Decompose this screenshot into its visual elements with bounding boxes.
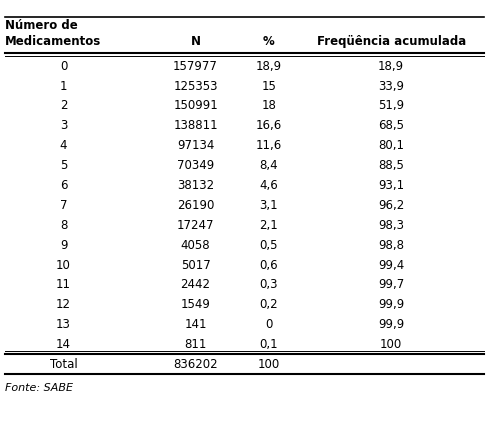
Text: 811: 811	[184, 338, 206, 351]
Text: 13: 13	[56, 318, 71, 331]
Text: 33,9: 33,9	[377, 80, 404, 93]
Text: 5: 5	[60, 159, 67, 172]
Text: 100: 100	[379, 338, 402, 351]
Text: 17247: 17247	[177, 219, 214, 232]
Text: 96,2: 96,2	[377, 199, 404, 212]
Text: 2442: 2442	[180, 278, 210, 291]
Text: 3: 3	[60, 119, 67, 132]
Text: 10: 10	[56, 258, 71, 272]
Text: Fonte: SABE: Fonte: SABE	[5, 383, 73, 393]
Text: 5017: 5017	[181, 258, 210, 272]
Text: 0: 0	[264, 318, 272, 331]
Text: 9: 9	[60, 239, 67, 252]
Text: 88,5: 88,5	[378, 159, 403, 172]
Text: 15: 15	[261, 80, 276, 93]
Text: 0: 0	[60, 60, 67, 73]
Text: 4: 4	[60, 139, 67, 152]
Text: 0,6: 0,6	[259, 258, 278, 272]
Text: 6: 6	[60, 179, 67, 192]
Text: 99,7: 99,7	[377, 278, 404, 291]
Text: 51,9: 51,9	[377, 99, 404, 113]
Text: 93,1: 93,1	[377, 179, 404, 192]
Text: 18: 18	[261, 99, 276, 113]
Text: 141: 141	[184, 318, 206, 331]
Text: N: N	[190, 35, 200, 48]
Text: 99,9: 99,9	[377, 298, 404, 311]
Text: 68,5: 68,5	[377, 119, 404, 132]
Text: %: %	[263, 35, 274, 48]
Text: 2,1: 2,1	[259, 219, 278, 232]
Text: 1549: 1549	[180, 298, 210, 311]
Text: 80,1: 80,1	[377, 139, 404, 152]
Text: 8,4: 8,4	[259, 159, 278, 172]
Text: 18,9: 18,9	[255, 60, 282, 73]
Text: 18,9: 18,9	[377, 60, 404, 73]
Text: 4,6: 4,6	[259, 179, 278, 192]
Text: Total: Total	[50, 358, 77, 371]
Text: 97134: 97134	[177, 139, 214, 152]
Text: 2: 2	[60, 99, 67, 113]
Text: 836202: 836202	[173, 358, 218, 371]
Text: 98,3: 98,3	[377, 219, 404, 232]
Text: 0,5: 0,5	[259, 239, 278, 252]
Text: 3,1: 3,1	[259, 199, 278, 212]
Text: 1: 1	[60, 80, 67, 93]
Text: 99,9: 99,9	[377, 318, 404, 331]
Text: 11: 11	[56, 278, 71, 291]
Text: 38132: 38132	[177, 179, 214, 192]
Text: Medicamentos: Medicamentos	[5, 35, 101, 48]
Text: 26190: 26190	[177, 199, 214, 212]
Text: 7: 7	[60, 199, 67, 212]
Text: 0,1: 0,1	[259, 338, 278, 351]
Text: 98,8: 98,8	[377, 239, 404, 252]
Text: 99,4: 99,4	[377, 258, 404, 272]
Text: 138811: 138811	[173, 119, 218, 132]
Text: 0,3: 0,3	[259, 278, 278, 291]
Text: 12: 12	[56, 298, 71, 311]
Text: 157977: 157977	[173, 60, 218, 73]
Text: Freqüência acumulada: Freqüência acumulada	[316, 35, 465, 48]
Text: 0,2: 0,2	[259, 298, 278, 311]
Text: 100: 100	[257, 358, 280, 371]
Text: Número de: Número de	[5, 19, 78, 32]
Text: 11,6: 11,6	[255, 139, 282, 152]
Text: 16,6: 16,6	[255, 119, 282, 132]
Text: 125353: 125353	[173, 80, 218, 93]
Text: 4058: 4058	[181, 239, 210, 252]
Text: 14: 14	[56, 338, 71, 351]
Text: 8: 8	[60, 219, 67, 232]
Text: 70349: 70349	[177, 159, 214, 172]
Text: 150991: 150991	[173, 99, 218, 113]
